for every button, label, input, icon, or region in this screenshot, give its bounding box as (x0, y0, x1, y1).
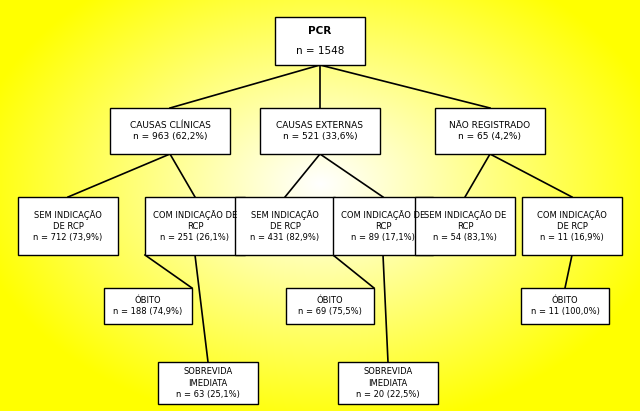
Text: ÓBITO
n = 188 (74,9%): ÓBITO n = 188 (74,9%) (113, 296, 182, 316)
FancyBboxPatch shape (521, 288, 609, 324)
Text: PCR: PCR (308, 26, 332, 37)
Text: COM INDICAÇÃO DE
RCP
n = 251 (26,1%): COM INDICAÇÃO DE RCP n = 251 (26,1%) (153, 210, 237, 242)
Text: COM INDICAÇÃO
DE RCP
n = 11 (16,9%): COM INDICAÇÃO DE RCP n = 11 (16,9%) (537, 210, 607, 242)
Text: SOBREVIDA
IMEDIATA
n = 20 (22,5%): SOBREVIDA IMEDIATA n = 20 (22,5%) (356, 367, 420, 399)
FancyBboxPatch shape (260, 108, 380, 154)
FancyBboxPatch shape (235, 197, 335, 255)
Text: CAUSAS CLÍNICAS
n = 963 (62,2%): CAUSAS CLÍNICAS n = 963 (62,2%) (129, 121, 211, 141)
FancyBboxPatch shape (104, 288, 192, 324)
FancyBboxPatch shape (275, 17, 365, 65)
FancyBboxPatch shape (158, 362, 258, 404)
Text: SEM INDICAÇÃO
DE RCP
n = 431 (82,9%): SEM INDICAÇÃO DE RCP n = 431 (82,9%) (250, 210, 319, 242)
FancyBboxPatch shape (110, 108, 230, 154)
Text: CAUSAS EXTERNAS
n = 521 (33,6%): CAUSAS EXTERNAS n = 521 (33,6%) (276, 121, 364, 141)
FancyBboxPatch shape (18, 197, 118, 255)
FancyBboxPatch shape (435, 108, 545, 154)
Text: SEM INDICAÇÃO DE
RCP
n = 54 (83,1%): SEM INDICAÇÃO DE RCP n = 54 (83,1%) (424, 210, 506, 242)
FancyBboxPatch shape (286, 288, 374, 324)
Text: n = 1548: n = 1548 (296, 46, 344, 55)
FancyBboxPatch shape (415, 197, 515, 255)
FancyBboxPatch shape (333, 197, 433, 255)
FancyBboxPatch shape (522, 197, 622, 255)
FancyBboxPatch shape (338, 362, 438, 404)
Text: SEM INDICAÇÃO
DE RCP
n = 712 (73,9%): SEM INDICAÇÃO DE RCP n = 712 (73,9%) (33, 210, 102, 242)
Text: ÓBITO
n = 69 (75,5%): ÓBITO n = 69 (75,5%) (298, 296, 362, 316)
Text: ÓBITO
n = 11 (100,0%): ÓBITO n = 11 (100,0%) (531, 296, 600, 316)
Text: NÃO REGISTRADO
n = 65 (4,2%): NÃO REGISTRADO n = 65 (4,2%) (449, 121, 531, 141)
Text: SOBREVIDA
IMEDIATA
n = 63 (25,1%): SOBREVIDA IMEDIATA n = 63 (25,1%) (176, 367, 240, 399)
Text: COM INDICAÇÃO DE
RCP
n = 89 (17,1%): COM INDICAÇÃO DE RCP n = 89 (17,1%) (341, 210, 425, 242)
FancyBboxPatch shape (145, 197, 245, 255)
